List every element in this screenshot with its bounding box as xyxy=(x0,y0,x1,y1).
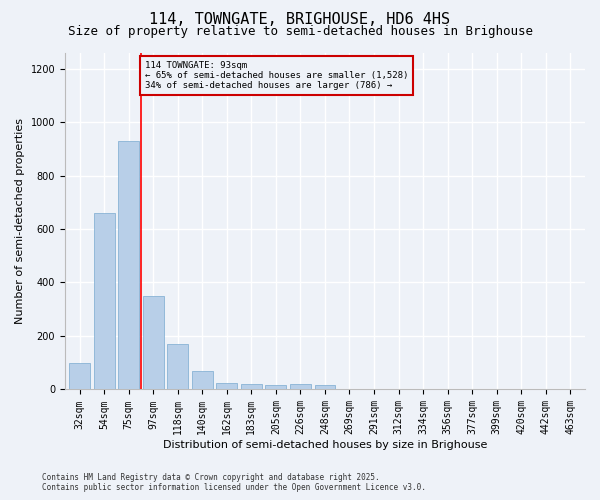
Text: 114 TOWNGATE: 93sqm
← 65% of semi-detached houses are smaller (1,528)
34% of sem: 114 TOWNGATE: 93sqm ← 65% of semi-detach… xyxy=(145,60,408,90)
Bar xyxy=(192,371,213,390)
Bar xyxy=(118,141,139,390)
Bar xyxy=(241,384,262,390)
Bar xyxy=(94,213,115,390)
Bar xyxy=(290,384,311,390)
Bar xyxy=(143,296,164,390)
Text: 114, TOWNGATE, BRIGHOUSE, HD6 4HS: 114, TOWNGATE, BRIGHOUSE, HD6 4HS xyxy=(149,12,451,28)
Bar xyxy=(167,344,188,390)
Bar xyxy=(69,362,90,390)
Y-axis label: Number of semi-detached properties: Number of semi-detached properties xyxy=(15,118,25,324)
Bar xyxy=(265,386,286,390)
Bar xyxy=(217,383,237,390)
Text: Size of property relative to semi-detached houses in Brighouse: Size of property relative to semi-detach… xyxy=(67,25,533,38)
Text: Contains HM Land Registry data © Crown copyright and database right 2025.
Contai: Contains HM Land Registry data © Crown c… xyxy=(42,473,426,492)
Bar xyxy=(314,386,335,390)
X-axis label: Distribution of semi-detached houses by size in Brighouse: Distribution of semi-detached houses by … xyxy=(163,440,487,450)
